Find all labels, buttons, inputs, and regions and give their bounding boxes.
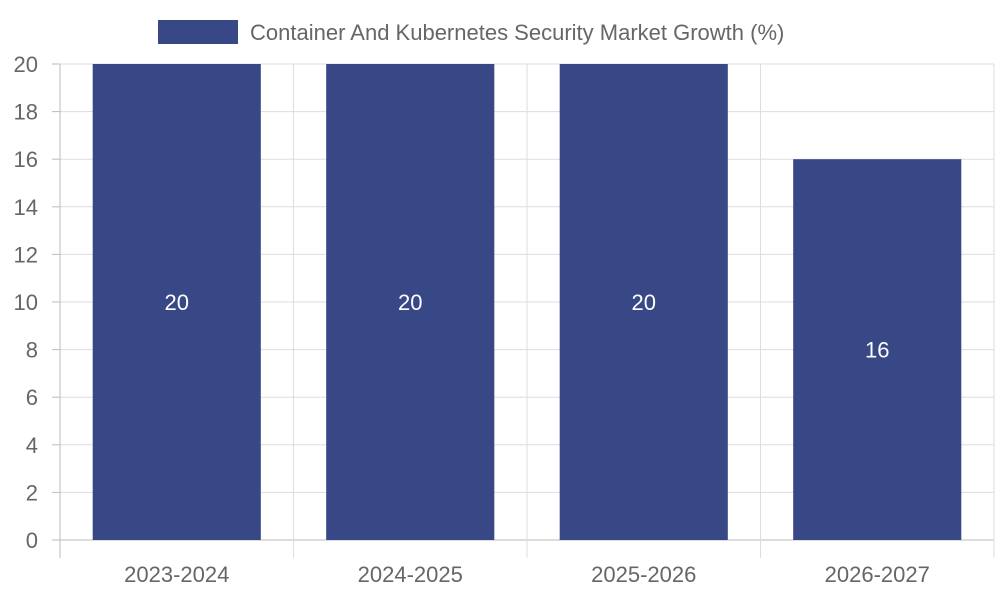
y-tick-label: 8: [26, 338, 38, 363]
x-tick-label: 2023-2024: [124, 562, 229, 587]
y-tick-label: 10: [14, 290, 38, 315]
y-tick-label: 4: [26, 433, 38, 458]
y-tick-label: 14: [14, 195, 38, 220]
bar: [326, 64, 495, 540]
y-tick-label: 0: [26, 528, 38, 553]
y-tick-label: 2: [26, 480, 38, 505]
y-tick-label: 20: [14, 52, 38, 77]
y-tick-label: 12: [14, 242, 38, 267]
bar: [92, 64, 261, 540]
y-tick-label: 6: [26, 385, 38, 410]
y-tick-label: 16: [14, 147, 38, 172]
x-tick-label: 2025-2026: [591, 562, 696, 587]
data-label: 20: [165, 290, 189, 315]
bar: [793, 159, 962, 540]
data-label: 16: [865, 338, 889, 363]
bars: 20 20 20 16: [92, 64, 962, 540]
legend-label: Container And Kubernetes Security Market…: [250, 20, 784, 45]
legend-swatch: [158, 20, 238, 44]
x-tick-label: 2024-2025: [358, 562, 463, 587]
y-tick-label: 18: [14, 100, 38, 125]
bar: [559, 64, 728, 540]
legend: Container And Kubernetes Security Market…: [158, 20, 784, 45]
data-label: 20: [398, 290, 422, 315]
axes: 0 2 4 6 8 10 12 14 16 18 20 2023-2024 2024-2025 2025-…: [14, 52, 930, 587]
x-tick-label: 2026-2027: [825, 562, 930, 587]
data-label: 20: [632, 290, 656, 315]
